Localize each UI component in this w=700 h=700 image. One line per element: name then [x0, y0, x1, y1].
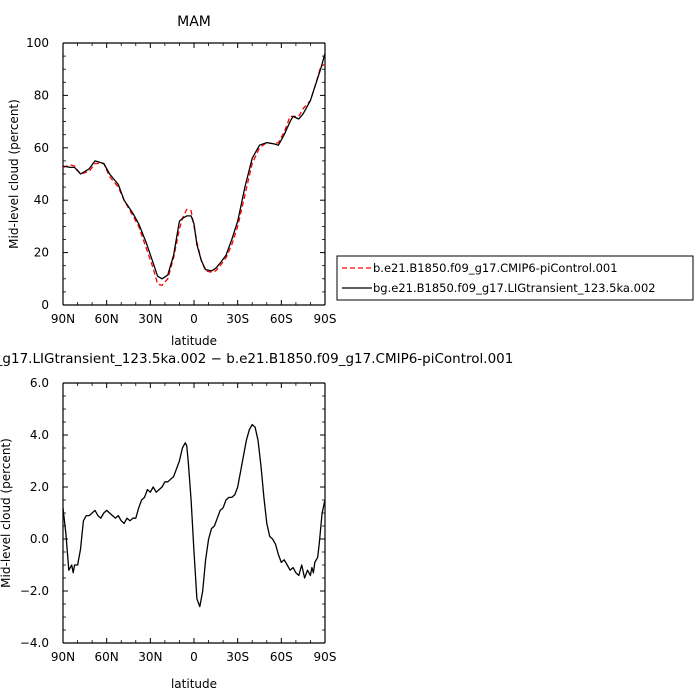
- y-tick-label: 6.0: [30, 376, 49, 390]
- x-tick-label: 90N: [51, 650, 75, 664]
- legend-label-lig: bg.e21.B1850.f09_g17.LIGtransient_123.5k…: [373, 281, 656, 295]
- series-line-1-0: [62, 423, 326, 608]
- x-tick-label: 0: [190, 650, 198, 664]
- series-line-0-1: [62, 53, 326, 280]
- top-y-axis-label: Mid-level cloud (percent): [7, 99, 21, 249]
- y-tick-label: 60: [34, 141, 49, 155]
- y-tick-label: 4.0: [30, 428, 49, 442]
- legend-label-control: b.e21.B1850.f09_g17.CMIP6-piControl.001: [373, 261, 618, 275]
- x-tick-label: 0: [190, 312, 198, 326]
- x-tick-label: 30S: [226, 650, 249, 664]
- x-tick-label: 60N: [95, 312, 119, 326]
- x-tick-label: 60N: [95, 650, 119, 664]
- series-line-0-0: [62, 63, 326, 287]
- top-ticks: 90N 60N 30N 0 30S 60S 90S 0 20 40 60 80 100: [26, 36, 336, 326]
- y-tick-label: 100: [26, 36, 49, 50]
- x-tick-label: 90S: [314, 312, 337, 326]
- y-tick-label: −4.0: [20, 636, 49, 650]
- x-tick-label: 60S: [270, 650, 293, 664]
- x-tick-label: 90S: [314, 650, 337, 664]
- y-tick-label: 2.0: [30, 480, 49, 494]
- x-tick-label: 30N: [138, 312, 162, 326]
- difference-title: bg.e21.B1850.f09_g17.LIGtransient_123.5k…: [0, 351, 513, 367]
- x-tick-label: 30S: [226, 312, 249, 326]
- x-tick-label: 60S: [270, 312, 293, 326]
- top-series-lines: [62, 53, 326, 287]
- x-tick-label: 30N: [138, 650, 162, 664]
- y-tick-label: 20: [34, 246, 49, 260]
- top-x-axis-label: latitude: [171, 334, 217, 348]
- y-tick-label: 80: [34, 88, 49, 102]
- chart-title: MAM: [177, 14, 211, 30]
- y-tick-label: 0.0: [30, 532, 49, 546]
- y-tick-label: 40: [34, 193, 49, 207]
- y-tick-label: 0: [41, 298, 49, 312]
- legend: b.e21.B1850.f09_g17.CMIP6-piControl.001 …: [336, 255, 694, 301]
- legend-box: [336, 255, 694, 301]
- bottom-ticks: 90N 60N 30N 0 30S 60S 90S −4.0 −2.0 0.0 2.0 4.0 6.0: [20, 376, 337, 664]
- bottom-series-lines: [62, 423, 326, 608]
- x-tick-label: 90N: [51, 312, 75, 326]
- bottom-x-axis-label: latitude: [171, 677, 217, 691]
- y-tick-label: −2.0: [20, 584, 49, 598]
- chart-difference: bg.e21.B1850.f09_g17.LIGtransient_123.5k…: [0, 351, 513, 691]
- bottom-y-axis-label: Mid-level cloud (percent): [0, 438, 13, 588]
- chart-mam-cloud: MAM 90N 60N 30N 0 30S 60S 90S 0 20 40 60 80 100 lati…: [7, 14, 336, 348]
